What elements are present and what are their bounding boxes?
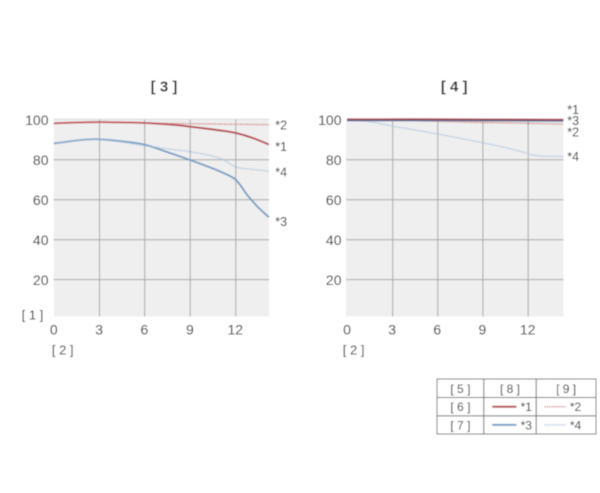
- svg-text:60: 60: [326, 192, 342, 208]
- svg-text:12: 12: [228, 322, 244, 338]
- svg-text:6: 6: [433, 322, 441, 338]
- svg-text:*4: *4: [275, 165, 287, 179]
- svg-text:80: 80: [326, 152, 342, 168]
- svg-text:[ 5 ]: [ 5 ]: [450, 382, 470, 396]
- svg-text:*3: *3: [275, 215, 287, 229]
- svg-text:60: 60: [33, 192, 49, 208]
- svg-text:40: 40: [33, 232, 49, 248]
- svg-text:12: 12: [520, 322, 536, 338]
- svg-text:*1: *1: [521, 400, 533, 414]
- svg-text:6: 6: [141, 322, 149, 338]
- svg-text:[ 2 ]: [ 2 ]: [52, 343, 74, 358]
- svg-text:*2: *2: [275, 119, 287, 133]
- svg-text:*1: *1: [275, 140, 287, 154]
- svg-text:3: 3: [95, 322, 103, 338]
- svg-text:[ 3 ]: [ 3 ]: [151, 79, 178, 96]
- svg-text:[ 8 ]: [ 8 ]: [500, 382, 520, 396]
- svg-text:*4: *4: [570, 418, 582, 432]
- svg-text:[ 9 ]: [ 9 ]: [556, 382, 576, 396]
- svg-text:20: 20: [326, 272, 342, 288]
- svg-text:*1: *1: [567, 103, 579, 117]
- svg-text:[ 7 ]: [ 7 ]: [450, 418, 470, 432]
- svg-text:80: 80: [33, 152, 49, 168]
- svg-text:100: 100: [25, 112, 49, 128]
- svg-text:3: 3: [388, 322, 396, 338]
- svg-text:40: 40: [326, 232, 342, 248]
- svg-text:*4: *4: [567, 150, 579, 164]
- svg-text:[ 6 ]: [ 6 ]: [450, 400, 470, 414]
- svg-text:0: 0: [343, 322, 351, 338]
- svg-text:*2: *2: [570, 400, 582, 414]
- svg-text:0: 0: [50, 322, 58, 338]
- svg-text:100: 100: [318, 112, 342, 128]
- svg-text:9: 9: [479, 322, 487, 338]
- svg-text:*3: *3: [521, 418, 533, 432]
- svg-text:[ 2 ]: [ 2 ]: [343, 343, 365, 358]
- svg-text:*2: *2: [567, 126, 579, 140]
- svg-text:*3: *3: [567, 114, 579, 128]
- svg-text:[ 1 ]: [ 1 ]: [22, 308, 44, 323]
- svg-text:[ 4 ]: [ 4 ]: [441, 79, 468, 96]
- svg-text:9: 9: [186, 322, 194, 338]
- svg-text:20: 20: [33, 272, 49, 288]
